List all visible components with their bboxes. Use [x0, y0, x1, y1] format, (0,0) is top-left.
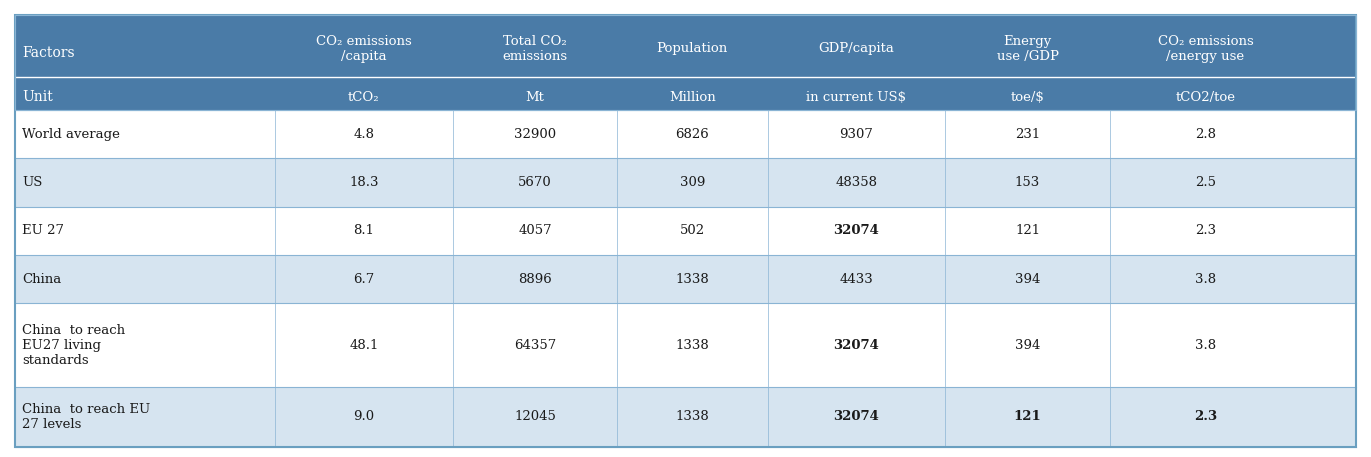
Text: 153: 153 — [1015, 176, 1041, 189]
Text: 231: 231 — [1015, 128, 1041, 141]
Text: 394: 394 — [1015, 272, 1041, 286]
Text: 32900: 32900 — [514, 128, 557, 141]
Text: Total CO₂
emissions: Total CO₂ emissions — [502, 35, 568, 63]
Text: tCO2/toe: tCO2/toe — [1175, 91, 1235, 104]
Text: 4433: 4433 — [839, 272, 873, 286]
Text: CO₂ emissions
/capita: CO₂ emissions /capita — [317, 35, 411, 63]
Bar — [15, 110, 1356, 158]
Text: 2.3: 2.3 — [1196, 224, 1216, 237]
Text: US: US — [22, 176, 43, 189]
Text: 6.7: 6.7 — [354, 272, 374, 286]
Bar — [15, 158, 1356, 207]
Text: 4.8: 4.8 — [354, 128, 374, 141]
Bar — [15, 255, 1356, 303]
Bar — [15, 388, 1356, 446]
Text: EU 27: EU 27 — [22, 224, 64, 237]
Text: China  to reach
EU27 living
standards: China to reach EU27 living standards — [22, 324, 125, 367]
Text: 9.0: 9.0 — [354, 410, 374, 424]
Text: 32074: 32074 — [834, 410, 879, 424]
Text: 1338: 1338 — [676, 410, 709, 424]
Text: World average: World average — [22, 128, 119, 141]
Text: CO₂ emissions
/energy use: CO₂ emissions /energy use — [1157, 35, 1253, 63]
Text: Energy
use /GDP: Energy use /GDP — [997, 35, 1058, 63]
Text: Million: Million — [669, 91, 716, 104]
Text: 3.8: 3.8 — [1196, 339, 1216, 352]
Text: 8.1: 8.1 — [354, 224, 374, 237]
Bar — [15, 207, 1356, 255]
Text: in current US$: in current US$ — [806, 91, 906, 104]
Text: Mt: Mt — [525, 91, 544, 104]
Bar — [15, 15, 1356, 110]
Text: 1338: 1338 — [676, 339, 709, 352]
Text: China  to reach EU
27 levels: China to reach EU 27 levels — [22, 403, 151, 431]
Text: 2.8: 2.8 — [1196, 128, 1216, 141]
Bar — [15, 15, 1356, 110]
Text: 48358: 48358 — [835, 176, 877, 189]
Text: 394: 394 — [1015, 339, 1041, 352]
Text: Population: Population — [657, 43, 728, 55]
Text: China: China — [22, 272, 62, 286]
Text: Factors: Factors — [22, 47, 74, 60]
Text: 4057: 4057 — [518, 224, 551, 237]
Text: Unit: Unit — [22, 90, 52, 104]
Text: 121: 121 — [1013, 410, 1042, 424]
Text: 502: 502 — [680, 224, 705, 237]
Text: GDP/capita: GDP/capita — [818, 43, 894, 55]
Text: 32074: 32074 — [834, 339, 879, 352]
Text: 1338: 1338 — [676, 272, 709, 286]
Text: 18.3: 18.3 — [350, 176, 378, 189]
Text: 5670: 5670 — [518, 176, 553, 189]
Text: 2.5: 2.5 — [1196, 176, 1216, 189]
Text: 8896: 8896 — [518, 272, 553, 286]
Text: 121: 121 — [1015, 224, 1041, 237]
Text: 309: 309 — [680, 176, 705, 189]
Text: 12045: 12045 — [514, 410, 555, 424]
Text: 32074: 32074 — [834, 224, 879, 237]
Text: 64357: 64357 — [514, 339, 557, 352]
Text: 6826: 6826 — [676, 128, 709, 141]
Text: 2.3: 2.3 — [1194, 410, 1217, 424]
Text: 48.1: 48.1 — [350, 339, 378, 352]
Text: tCO₂: tCO₂ — [348, 91, 380, 104]
Text: toe/$: toe/$ — [1010, 91, 1045, 104]
Text: 9307: 9307 — [839, 128, 873, 141]
Text: 3.8: 3.8 — [1196, 272, 1216, 286]
Bar — [15, 303, 1356, 388]
